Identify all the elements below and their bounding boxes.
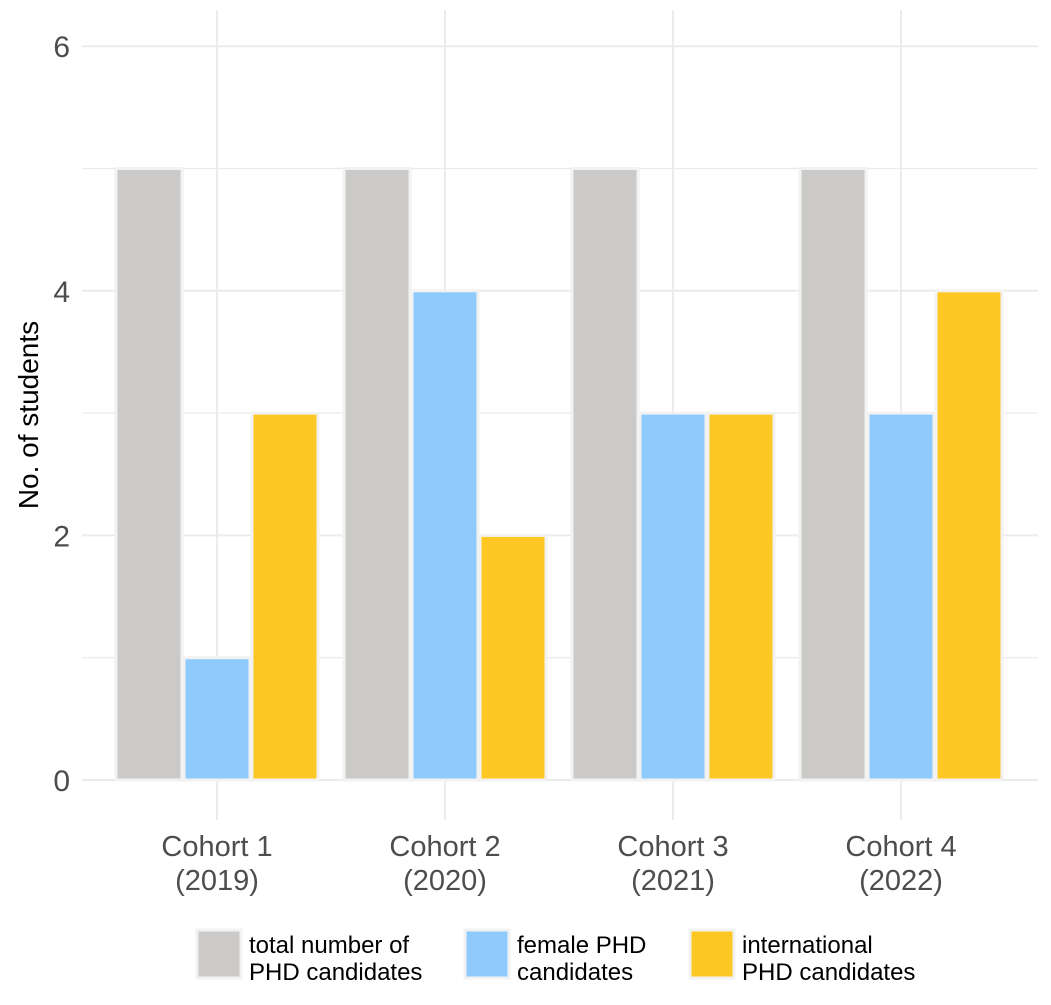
bar-2-cohort-4 xyxy=(866,411,936,782)
y-tick-label: 4 xyxy=(53,276,70,309)
x-tick-label: Cohort 4 (2022) xyxy=(845,831,956,897)
legend-key-2 xyxy=(463,928,511,980)
legend: total number of PHD candidates female PHD c… xyxy=(195,928,915,986)
bar-1-cohort-2 xyxy=(342,167,412,782)
bar-3-cohort-1 xyxy=(250,411,320,782)
y-axis: 0 2 4 6 xyxy=(53,31,70,798)
bar-1-cohort-4 xyxy=(798,167,868,782)
legend-label-1: total number of PHD candidates xyxy=(249,932,422,986)
bar-3-cohort-3 xyxy=(706,411,776,782)
x-tick-label: Cohort 2 (2020) xyxy=(389,831,500,897)
bar-3-cohort-4 xyxy=(934,289,1004,782)
y-tick-label: 0 xyxy=(53,765,70,798)
x-axis: Cohort 1 (2019) Cohort 2 (2020) Cohort 3 (202… xyxy=(161,831,956,897)
x-tick-label: Cohort 3 (2021) xyxy=(617,831,728,897)
bar-2-cohort-2 xyxy=(410,289,480,782)
y-axis-label: No. of students xyxy=(13,321,44,509)
legend-key-1 xyxy=(195,928,243,980)
bar-2-cohort-1 xyxy=(182,656,252,782)
bars xyxy=(114,167,1004,782)
bar-1-cohort-1 xyxy=(114,167,184,782)
legend-key-3 xyxy=(688,928,736,980)
bar-3-cohort-2 xyxy=(478,533,548,782)
legend-label-2: female PHD candidates xyxy=(517,932,646,986)
x-tick-label: Cohort 1 (2019) xyxy=(161,831,272,897)
y-tick-label: 2 xyxy=(53,520,70,553)
bar-1-cohort-3 xyxy=(570,167,640,782)
legend-label-3: international PHD candidates xyxy=(742,932,915,986)
bar-2-cohort-3 xyxy=(638,411,708,782)
y-tick-label: 6 xyxy=(53,31,70,64)
